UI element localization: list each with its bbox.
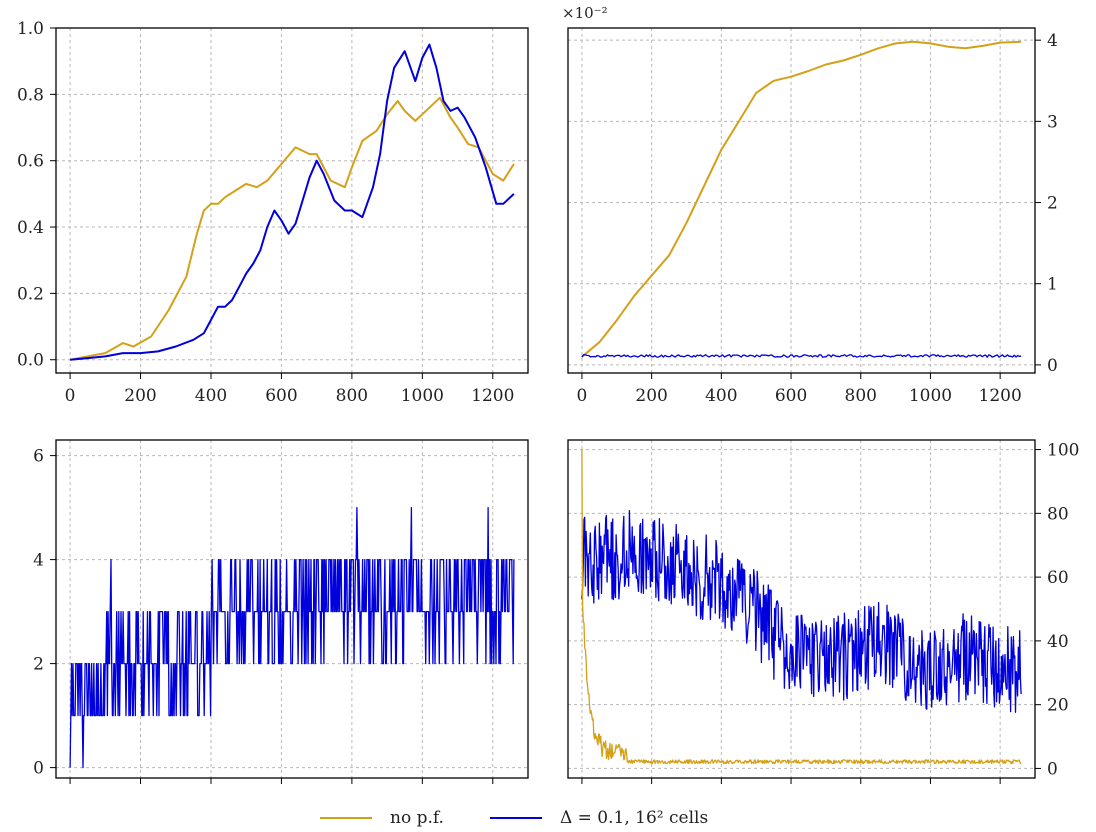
y-tick-label: 4 bbox=[1047, 31, 1058, 51]
y-tick-label: 0 bbox=[33, 759, 44, 779]
x-tick-label: 200 bbox=[635, 386, 667, 406]
x-tick-label: 600 bbox=[775, 386, 807, 406]
x-tick-label: 400 bbox=[195, 386, 227, 406]
legend-item-no-pf: no p.f. bbox=[320, 808, 444, 828]
y-tick-label: 4 bbox=[33, 551, 44, 571]
y-tick-label: 1.0 bbox=[17, 19, 44, 39]
series-line-delta bbox=[70, 43, 515, 361]
y-tick-label: 100 bbox=[1047, 441, 1079, 461]
x-tick-label: 400 bbox=[705, 386, 737, 406]
x-tick-label: 0 bbox=[65, 386, 76, 406]
x-tick-label: 1200 bbox=[979, 386, 1022, 406]
legend-item-delta: Δ = 0.1, 16² cells bbox=[489, 808, 709, 828]
y-tick-label: 40 bbox=[1047, 632, 1069, 652]
series-line-no_pf bbox=[581, 449, 1022, 765]
y-tick-label: 0 bbox=[1047, 356, 1058, 376]
series-line-delta bbox=[69, 506, 515, 769]
x-tick-label: 1000 bbox=[401, 386, 444, 406]
x-tick-label: 800 bbox=[336, 386, 368, 406]
legend-line-delta bbox=[489, 817, 542, 819]
x-tick-label: 1000 bbox=[909, 386, 952, 406]
y-tick-label: 20 bbox=[1047, 696, 1069, 716]
y-tick-label: 0.2 bbox=[17, 284, 44, 304]
x-tick-label: 800 bbox=[845, 386, 877, 406]
x-tick-label: 1200 bbox=[471, 386, 514, 406]
legend-label-no-pf: no p.f. bbox=[390, 808, 444, 828]
panel-top-left: 0 200 400 600 800 1000 1200 0.0 0.2 0.4 0.6 0.8 1.0 bbox=[17, 19, 529, 406]
panel-top-right: 0 200 400 600 800 1000 1200 0 1 2 3 4 ×10⁻² bbox=[562, 4, 1058, 406]
axes-frame bbox=[567, 27, 1036, 374]
panel-bottom-right: 0 20 40 60 80 100 bbox=[567, 439, 1079, 784]
x-tick-label: 200 bbox=[124, 386, 156, 406]
series-line-no_pf bbox=[69, 96, 515, 361]
axes-frame bbox=[55, 439, 529, 779]
legend-label-delta: Δ = 0.1, 16² cells bbox=[559, 808, 709, 828]
series-line-no_pf bbox=[581, 40, 1022, 358]
y-tick-label: 0.8 bbox=[17, 85, 44, 105]
axes-frame bbox=[567, 439, 1036, 779]
y-tick-label: 0 bbox=[1047, 759, 1058, 779]
y-tick-label: 0.0 bbox=[17, 351, 44, 371]
y-tick-label: 2 bbox=[33, 655, 44, 675]
x-tick-label: 600 bbox=[265, 386, 297, 406]
y-tick-label: 6 bbox=[33, 447, 44, 467]
y-tick-label: 3 bbox=[1047, 112, 1058, 132]
y-tick-label: 0.4 bbox=[17, 218, 44, 238]
axes-frame bbox=[55, 27, 529, 374]
y-tick-label: 0.6 bbox=[17, 152, 44, 172]
y-tick-label: 60 bbox=[1047, 568, 1069, 588]
series-line-delta bbox=[581, 510, 1022, 713]
legend-line-no-pf bbox=[320, 817, 372, 819]
offset-label: ×10⁻² bbox=[562, 4, 608, 22]
y-tick-label: 80 bbox=[1047, 504, 1069, 524]
y-tick-label: 2 bbox=[1047, 194, 1058, 214]
panel-bottom-left: 0 2 4 6 bbox=[33, 439, 529, 784]
x-tick-label: 0 bbox=[577, 386, 588, 406]
legend: no p.f. Δ = 0.1, 16² cells bbox=[320, 806, 754, 830]
y-tick-label: 1 bbox=[1047, 275, 1058, 295]
series-line-delta bbox=[581, 354, 1022, 358]
